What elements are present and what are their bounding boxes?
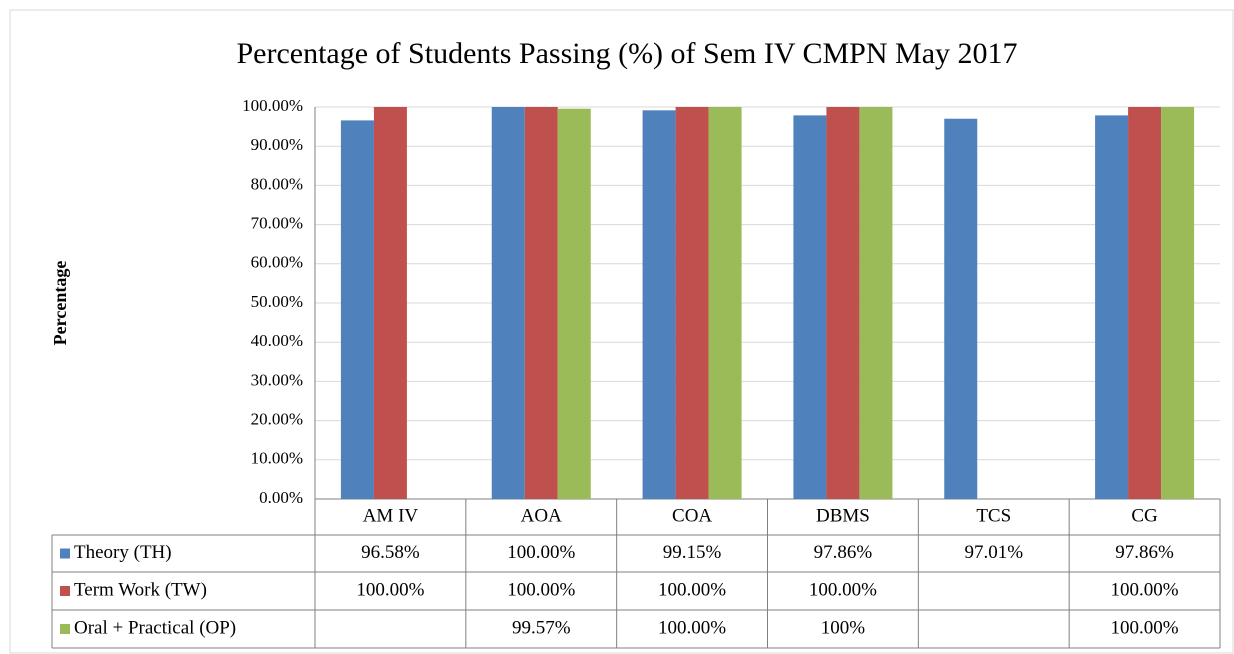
table-value: 97.86% (814, 542, 873, 563)
legend-label: Oral + Practical (OP) (74, 617, 236, 638)
bar (1128, 107, 1162, 499)
bar (340, 120, 374, 499)
table-value: 99.57% (512, 617, 571, 638)
bar (708, 107, 742, 499)
bar (826, 107, 860, 499)
legend-label: Theory (TH) (74, 542, 172, 563)
legend-swatch (60, 624, 70, 634)
y-tick-label: 80.00% (251, 174, 303, 193)
chart-border (9, 9, 1234, 654)
y-tick-label: 100.00% (242, 96, 303, 115)
x-tick-label: AOA (521, 505, 562, 526)
table-value: 97.86% (1115, 542, 1174, 563)
y-tick-label: 50.00% (251, 292, 303, 311)
bar (524, 107, 558, 499)
table-value: 100.00% (1111, 579, 1179, 600)
x-tick-label: TCS (976, 505, 1011, 526)
y-tick-label: 90.00% (251, 135, 303, 154)
bar (491, 107, 525, 499)
bar (1161, 107, 1195, 499)
y-axis-label: Percentage (50, 261, 70, 346)
x-tick-label: AM IV (363, 505, 419, 526)
x-tick-label: COA (672, 505, 712, 526)
bar (1095, 115, 1129, 500)
y-tick-label: 30.00% (251, 370, 303, 389)
table-value: 100.00% (507, 579, 575, 600)
legend-swatch (60, 586, 70, 596)
table-value: 97.01% (964, 542, 1023, 563)
bar (944, 118, 978, 500)
y-tick-label: 20.00% (251, 410, 303, 429)
y-tick-label: 10.00% (251, 449, 303, 468)
table-value: 100.00% (809, 579, 877, 600)
bar (557, 108, 591, 499)
table-value: 100.00% (356, 579, 424, 600)
legend-label: Term Work (TW) (74, 579, 207, 600)
bar (859, 107, 893, 499)
legend-swatch (60, 548, 70, 559)
y-tick-label: 60.00% (251, 253, 303, 272)
table-value: 100.00% (1111, 617, 1179, 638)
bar (373, 107, 407, 499)
chart-title: Percentage of Students Passing (%) of Se… (236, 37, 1017, 70)
y-tick-label: 70.00% (251, 214, 303, 233)
table-value: 100.00% (507, 542, 575, 563)
y-tick-label: 40.00% (251, 331, 303, 350)
y-tick-label: 0.00% (259, 488, 303, 507)
bar (793, 115, 827, 500)
bar (642, 110, 676, 499)
table-value: 96.58% (361, 542, 420, 563)
table-value: 100% (821, 617, 866, 638)
table-value: 99.15% (663, 542, 722, 563)
x-tick-label: DBMS (816, 505, 870, 526)
bar (675, 107, 709, 499)
x-tick-label: CG (1131, 505, 1158, 526)
table-value: 100.00% (658, 579, 726, 600)
table-value: 100.00% (658, 617, 726, 638)
